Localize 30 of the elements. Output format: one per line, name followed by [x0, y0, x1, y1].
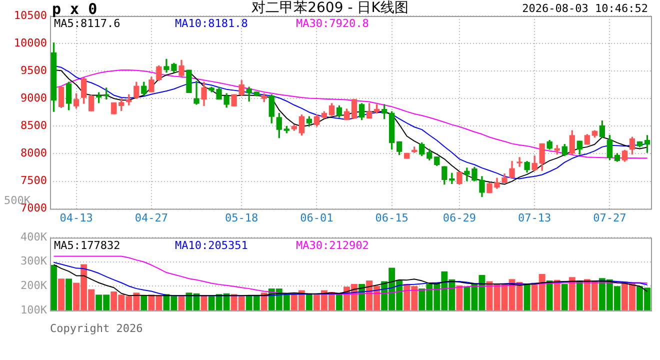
- x-tick-label: 06-01: [300, 211, 334, 224]
- y-tick-label: 8500: [20, 119, 47, 132]
- x-tick-label: 04-13: [60, 211, 93, 224]
- text: MA10:8181.8: [175, 17, 249, 30]
- chart-title: 对二甲苯2609 - 日K线图: [252, 0, 408, 16]
- y-tick-label: 200K: [20, 278, 48, 292]
- text: MA5:8117.6: [54, 17, 122, 30]
- y-tick-label: 400K: [20, 230, 48, 244]
- x-tick-label: 07-27: [593, 211, 626, 224]
- x-tick-label: 06-29: [442, 211, 476, 224]
- y-tick-label: 10000: [14, 36, 47, 50]
- y-tick-label: 7500: [20, 174, 47, 188]
- series-label: MA5:177832: [54, 238, 122, 252]
- text: MA30:7920.8: [296, 17, 370, 30]
- annotation: p x 0: [52, 0, 98, 18]
- y-tick-label: 8000: [20, 146, 47, 160]
- x-tick-label: 04-27: [134, 211, 168, 224]
- y-tick-label: 100K: [20, 303, 48, 316]
- y-tick-label: 10500: [14, 8, 47, 22]
- x-tick-label: 07-13: [518, 211, 552, 224]
- y-tick-label: 9500: [20, 64, 47, 77]
- y-tick-label: 9000: [20, 91, 47, 104]
- y-tick-label: 300K: [20, 254, 48, 268]
- text: 2026-08-03 10:46:52: [522, 2, 648, 15]
- x-tick-label: 06-15: [375, 211, 408, 224]
- candlestick: [516, 157, 522, 167]
- x-tick-label: 05-18: [225, 211, 258, 224]
- text: MA30:212902: [296, 238, 370, 252]
- text: Copyright 2026: [50, 322, 143, 335]
- text: MA10:205351: [175, 238, 249, 252]
